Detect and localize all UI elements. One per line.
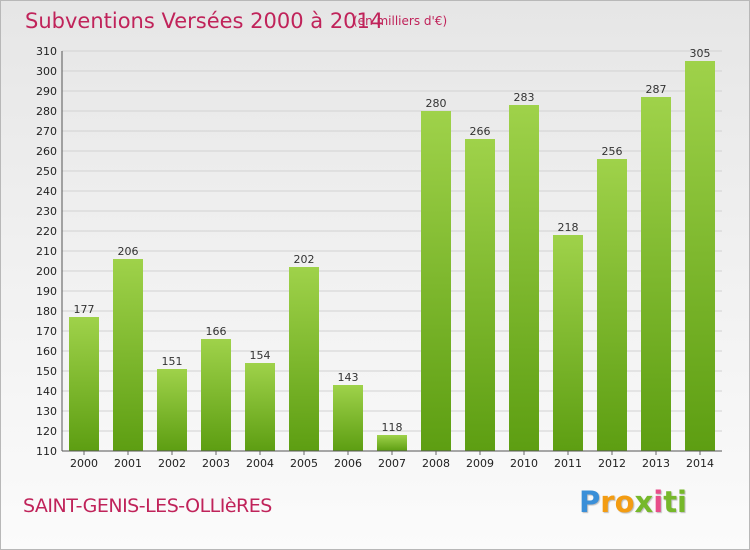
logo-letter: ti — [663, 485, 687, 519]
x-tick-label: 2008 — [422, 457, 450, 470]
chart-title: Subventions Versées 2000 à 2014 — [25, 9, 384, 33]
x-tick-label: 2011 — [554, 457, 582, 470]
y-tick-label: 260 — [36, 145, 57, 158]
y-tick-label: 300 — [36, 65, 57, 78]
logo-letter: x — [634, 485, 654, 519]
bar-value-label: 154 — [250, 349, 271, 362]
bar-value-label: 151 — [162, 355, 183, 368]
x-axis-labels: 2000 2001 2002 2003 2004 2005 2006 2007 2008 2009… — [70, 451, 714, 470]
y-tick-label: 310 — [36, 45, 57, 58]
y-tick-label: 240 — [36, 185, 57, 198]
bar-value-label: 218 — [558, 221, 579, 234]
axes — [61, 51, 722, 452]
bar — [113, 259, 143, 451]
bar-value-label: 266 — [470, 125, 491, 138]
bars — [69, 61, 715, 451]
bar — [421, 111, 451, 451]
bar — [245, 363, 275, 451]
bar — [69, 317, 99, 451]
y-tick-label: 230 — [36, 205, 57, 218]
bar-value-label: 256 — [602, 145, 623, 158]
bar — [333, 385, 363, 451]
bar-value-label: 206 — [118, 245, 139, 258]
bar — [289, 267, 319, 451]
y-tick-label: 160 — [36, 345, 57, 358]
commune-name: SAINT-GENIS-LES-OLLIèRES — [23, 495, 272, 517]
bar — [641, 97, 671, 451]
x-tick-label: 2002 — [158, 457, 186, 470]
y-tick-label: 180 — [36, 305, 57, 318]
x-tick-label: 2001 — [114, 457, 142, 470]
y-tick-label: 200 — [36, 265, 57, 278]
bar — [465, 139, 495, 451]
bar-value-label: 118 — [382, 421, 403, 434]
y-tick-label: 150 — [36, 365, 57, 378]
x-tick-label: 2013 — [642, 457, 670, 470]
bar — [685, 61, 715, 451]
y-tick-label: 110 — [36, 445, 57, 458]
chart-unit-note: (en milliers d'€) — [353, 14, 448, 28]
y-tick-label: 140 — [36, 385, 57, 398]
x-tick-label: 2004 — [246, 457, 274, 470]
bar-value-label: 202 — [294, 253, 315, 266]
y-tick-label: 130 — [36, 405, 57, 418]
x-tick-label: 2005 — [290, 457, 318, 470]
bar — [509, 105, 539, 451]
bar — [553, 235, 583, 451]
bar-value-label: 287 — [646, 83, 667, 96]
logo-letter: P — [579, 485, 601, 519]
x-tick-label: 2007 — [378, 457, 406, 470]
bar-value-label: 283 — [514, 91, 535, 104]
y-tick-label: 220 — [36, 225, 57, 238]
bar-value-label: 305 — [690, 47, 711, 60]
y-tick-label: 120 — [36, 425, 57, 438]
x-tick-label: 2009 — [466, 457, 494, 470]
bar — [377, 435, 407, 451]
proxiti-logo: Proxiti — [579, 485, 687, 519]
y-tick-label: 170 — [36, 325, 57, 338]
x-tick-label: 2010 — [510, 457, 538, 470]
bar-value-label: 177 — [74, 303, 95, 316]
bar-value-label: 280 — [426, 97, 447, 110]
logo-letter: o — [614, 485, 635, 519]
bar-value-label: 166 — [206, 325, 227, 338]
y-tick-label: 250 — [36, 165, 57, 178]
y-tick-label: 190 — [36, 285, 57, 298]
x-tick-label: 2000 — [70, 457, 98, 470]
bar — [201, 339, 231, 451]
y-tick-label: 210 — [36, 245, 57, 258]
bar — [597, 159, 627, 451]
y-tick-label: 280 — [36, 105, 57, 118]
logo-letter: i — [653, 485, 664, 519]
x-tick-label: 2006 — [334, 457, 362, 470]
y-axis-labels: 110 120 130 140 150 160 170 180 190 200 210 220 230 2… — [36, 45, 57, 458]
x-tick-label: 2012 — [598, 457, 626, 470]
logo-letter: r — [600, 485, 615, 519]
bar — [157, 369, 187, 451]
x-tick-label: 2014 — [686, 457, 714, 470]
y-tick-label: 270 — [36, 125, 57, 138]
x-tick-label: 2003 — [202, 457, 230, 470]
bar-value-label: 143 — [338, 371, 359, 384]
data-labels: 177 206 151 166 154 202 143 118 280 266 283 218 256 2… — [74, 47, 711, 434]
y-tick-label: 290 — [36, 85, 57, 98]
